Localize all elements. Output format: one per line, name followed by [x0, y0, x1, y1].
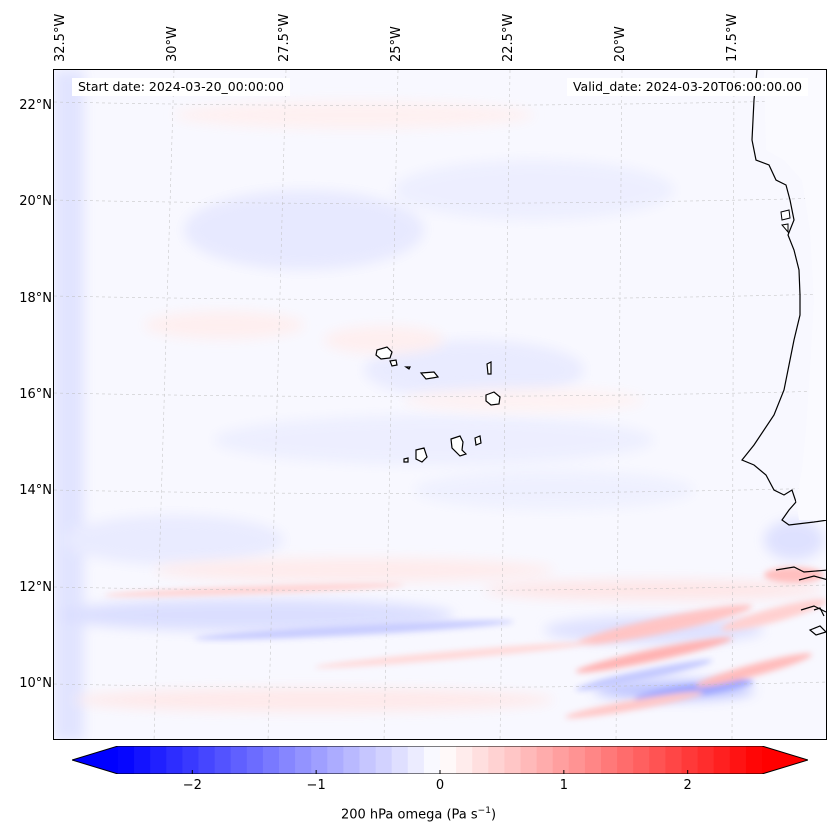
- colorbar-segment: [456, 746, 473, 774]
- longitude-label-text: 27.5°W: [277, 13, 292, 62]
- longitude-label-text: 17.5°W: [725, 13, 740, 62]
- colorbar-tick-label: 2: [683, 778, 692, 793]
- colorbar-segment: [118, 746, 135, 774]
- latitude-label: 10°N: [19, 676, 52, 691]
- land-fill: [764, 70, 826, 520]
- colorbar-segment: [407, 746, 425, 774]
- longitude-label: 27.5°W: [277, 10, 294, 62]
- colorbar-tick-label: 1: [559, 778, 568, 793]
- colorbar-extend-max: [762, 746, 808, 774]
- colorbar-segment: [279, 746, 296, 774]
- omega-strong-bands: [104, 567, 826, 719]
- longitude-label: 20°W: [613, 10, 630, 62]
- colorbar-extend-min: [72, 746, 118, 774]
- coastal-islets: [780, 209, 791, 234]
- colorbar-segment: [295, 746, 312, 774]
- colorbar-segment: [504, 746, 521, 774]
- valid-date-label: Valid_date: 2024-03-20T06:00:00.00: [566, 78, 808, 96]
- longitude-label: 25°W: [389, 10, 406, 62]
- colorbar-segment: [198, 746, 216, 774]
- omega-field-map: [54, 70, 826, 739]
- colorbar-segment: [617, 746, 634, 774]
- colorbar-segment: [568, 746, 586, 774]
- longitude-label: 22.5°W: [501, 10, 518, 62]
- colorbar-tick-label: 0: [435, 778, 445, 793]
- colorbar-label-exponent: −1: [477, 806, 491, 816]
- latitude-label: 20°N: [19, 194, 52, 209]
- start-date-label: Start date: 2024-03-20_00:00:00: [72, 78, 290, 96]
- longitude-label: 17.5°W: [725, 10, 742, 62]
- colorbar-segment: [214, 746, 232, 774]
- longitude-label-text: 25°W: [389, 26, 404, 62]
- colorbar-tick-label: −1: [306, 778, 326, 793]
- colorbar-segment: [359, 746, 377, 774]
- colorbar-segment: [134, 746, 151, 774]
- longitude-label: 32.5°W: [53, 10, 70, 62]
- colorbar-label-text: 200 hPa omega (Pa s: [340, 807, 478, 823]
- colorbar-segment: [391, 746, 409, 774]
- african-coastline: [741, 70, 826, 636]
- colorbar-segment: [729, 746, 747, 774]
- colorbar-segment: [311, 746, 328, 774]
- colorbar-segment: [375, 746, 393, 774]
- colorbar-tick-label: −2: [182, 778, 202, 793]
- longitude-label-text: 30°W: [165, 26, 180, 62]
- colorbar-graphic: [70, 745, 810, 775]
- colorbar-label: 200 hPa omega (Pa s−1): [0, 806, 837, 822]
- colorbar-segment: [166, 746, 183, 774]
- colorbar-segment: [150, 746, 167, 774]
- colorbar-segment: [584, 746, 602, 774]
- colorbar-segment: [697, 746, 715, 774]
- colorbar-segment: [665, 746, 682, 774]
- latitude-label: 16°N: [19, 387, 52, 402]
- colorbar-segment: [182, 746, 199, 774]
- longitude-label: 30°W: [165, 10, 182, 62]
- colorbar-label-close: ): [490, 807, 497, 823]
- latitude-label: 18°N: [19, 291, 52, 306]
- colorbar-segment: [343, 746, 360, 774]
- colorbar-segment: [327, 746, 344, 774]
- colorbar-segment: [520, 746, 538, 774]
- longitude-label-text: 22.5°W: [501, 13, 516, 62]
- latitude-label: 14°N: [19, 483, 52, 498]
- colorbar-segment: [488, 746, 505, 774]
- map-panel[interactable]: Start date: 2024-03-20_00:00:00 Valid_da…: [53, 69, 827, 740]
- omega-positive-patches: [74, 101, 824, 712]
- colorbar-segment: [423, 746, 441, 774]
- colorbar-segment: [230, 746, 248, 774]
- gridlines: [54, 70, 826, 739]
- colorbar-segment: [472, 746, 489, 774]
- colorbar-segment: [440, 746, 457, 774]
- colorbar-segment: [536, 746, 554, 774]
- latitude-label: 12°N: [19, 580, 52, 595]
- longitude-label-text: 32.5°W: [53, 13, 68, 62]
- longitude-label-text: 20°W: [613, 26, 628, 62]
- colorbar-segment: [649, 746, 666, 774]
- colorbar-segment: [681, 746, 699, 774]
- latitude-label: 22°N: [19, 98, 52, 113]
- colorbar-segment: [601, 746, 618, 774]
- colorbar-segment: [713, 746, 731, 774]
- colorbar-segment: [552, 746, 570, 774]
- cabo-verde-islands: [375, 346, 501, 463]
- colorbar-segment: [246, 746, 264, 774]
- colorbar-segment: [745, 746, 763, 774]
- colorbar-segment: [633, 746, 650, 774]
- colorbar: [70, 745, 810, 775]
- colorbar-segment: [262, 746, 280, 774]
